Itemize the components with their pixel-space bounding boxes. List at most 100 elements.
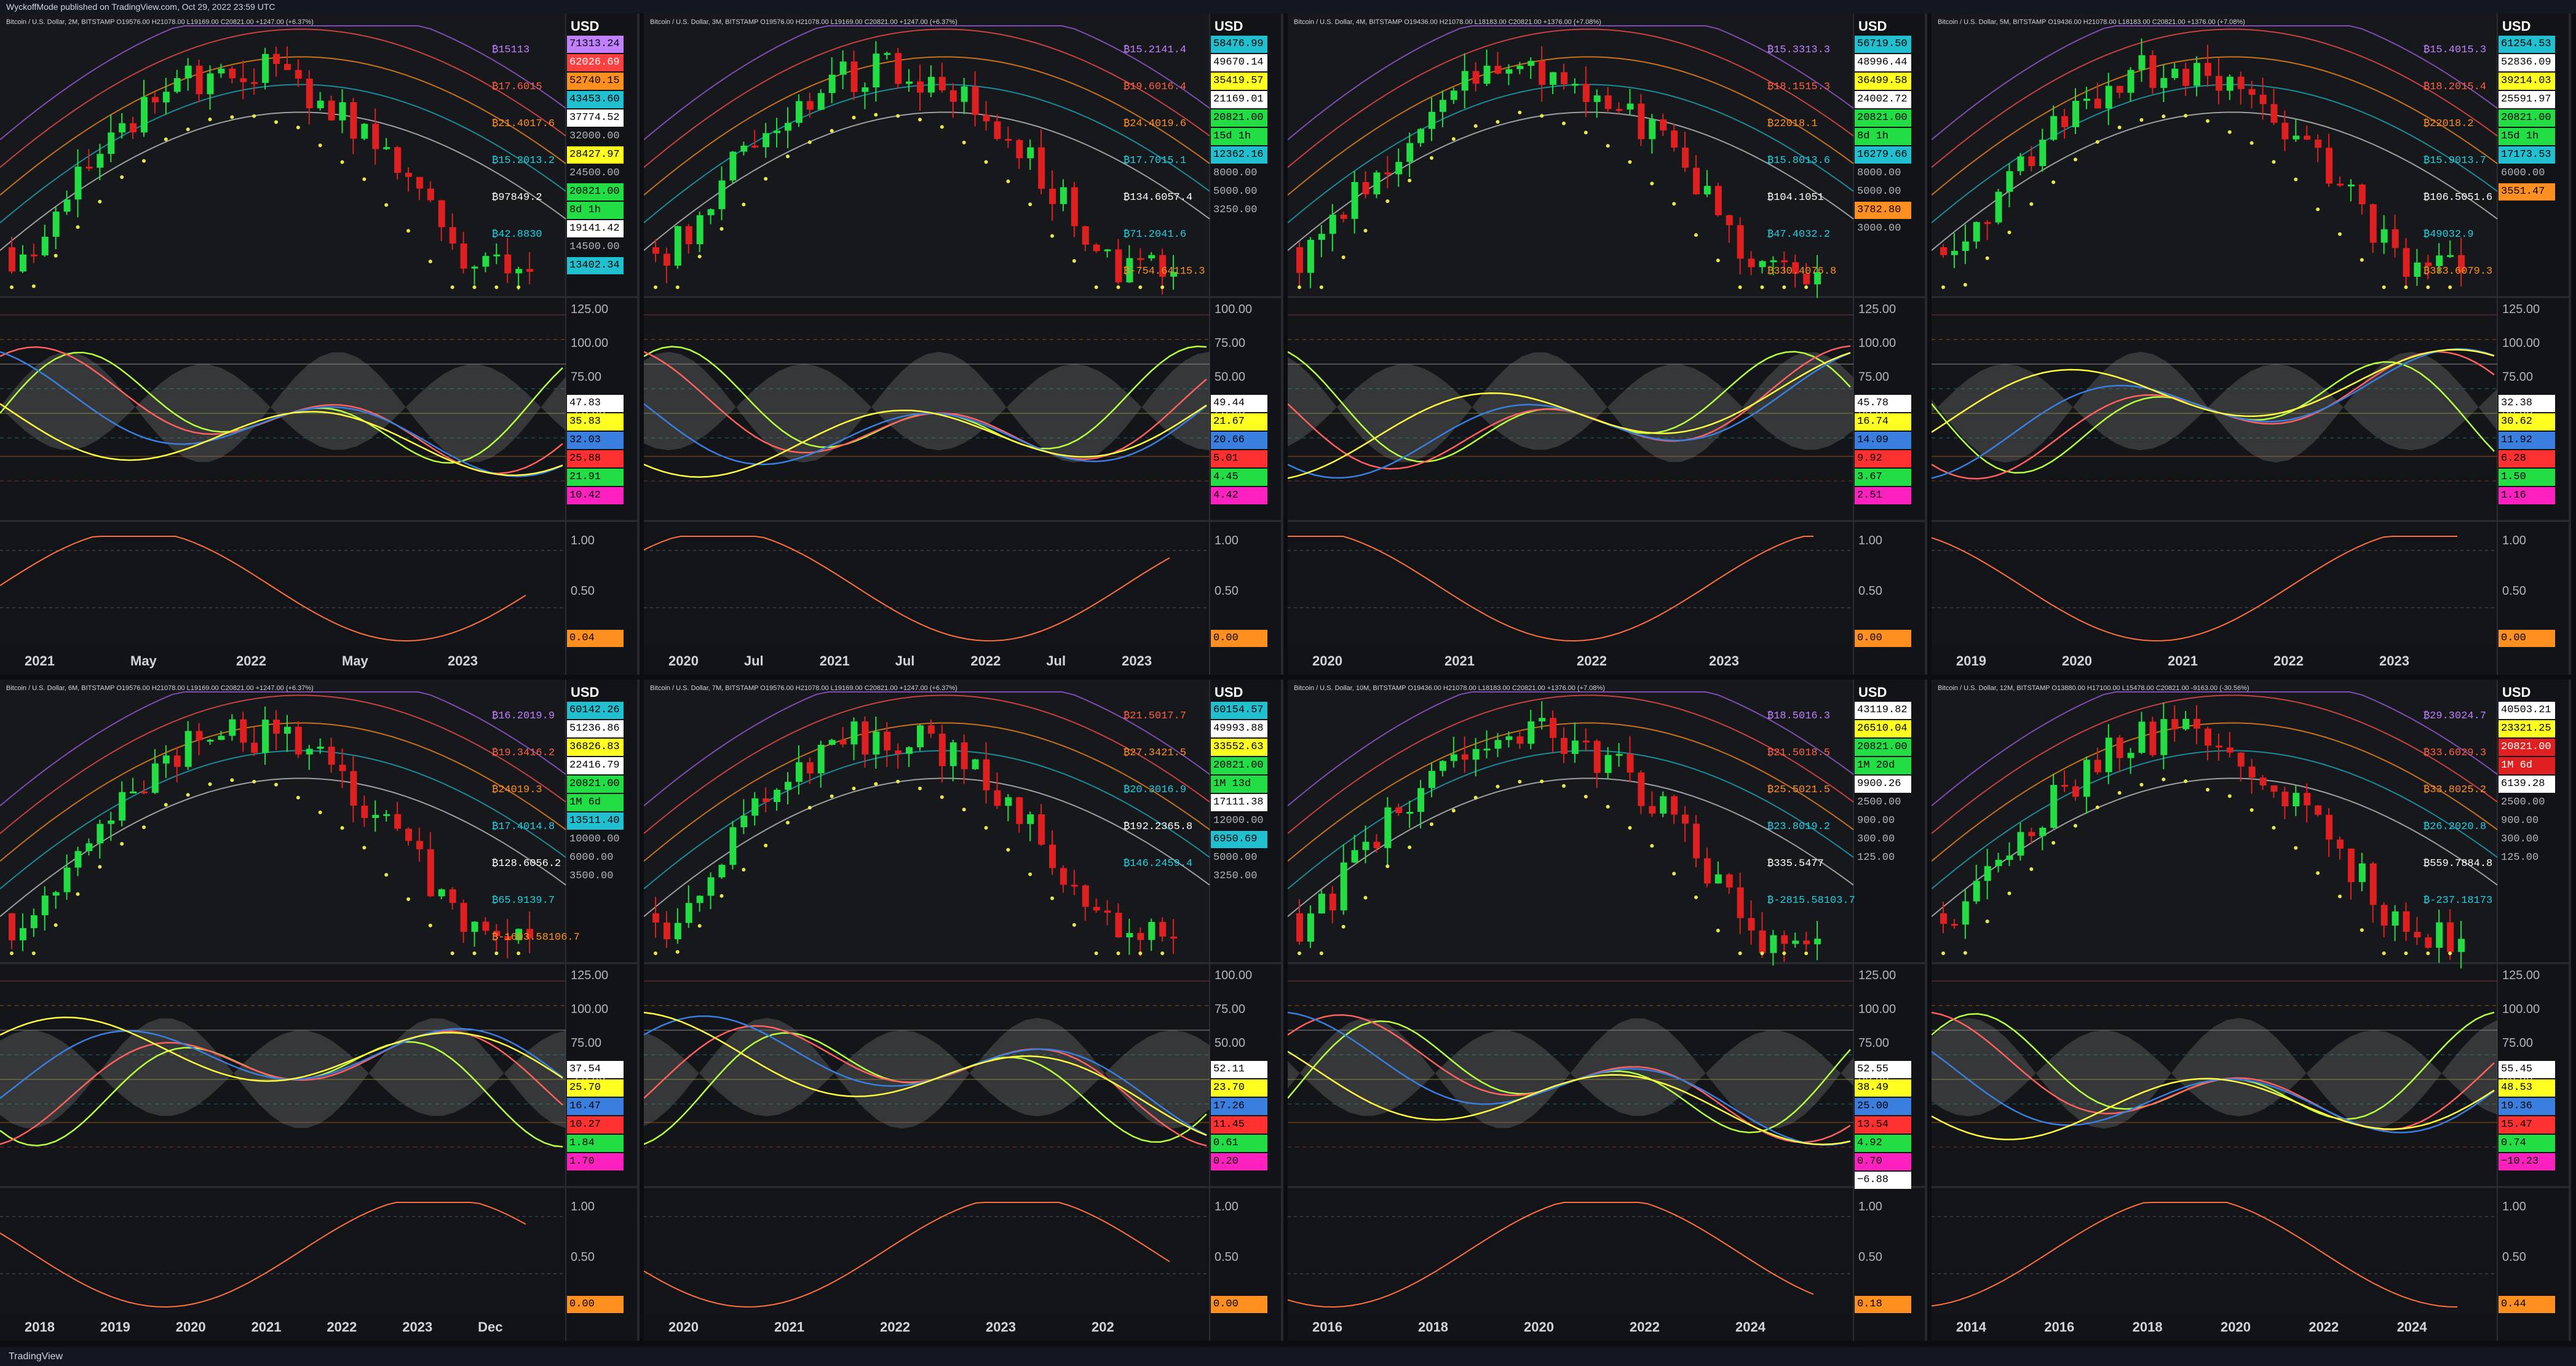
band-level-label: ₿21.5017.7 <box>1124 710 1187 722</box>
candle <box>1429 111 1435 129</box>
time-axis-tick: 2022 <box>327 1319 357 1335</box>
ma-dot <box>76 225 80 229</box>
candle <box>1296 913 1303 942</box>
ma-dot <box>1606 144 1610 148</box>
price-label: 900.00 <box>1857 815 1895 827</box>
time-axis-tick: 2021 <box>774 1319 804 1335</box>
ma-dot <box>1782 285 1786 289</box>
price-label: 20821.00 <box>1855 109 1911 127</box>
candle <box>1984 866 1991 881</box>
envelope-band <box>0 691 566 806</box>
band-level-label: ₿335.5477 <box>1767 858 1824 870</box>
oscillator-value: −6.88 <box>1855 1172 1911 1189</box>
oscillator-value: 4.45 <box>1211 469 1267 486</box>
ma-dot <box>1650 844 1654 848</box>
candle <box>493 931 501 937</box>
ma-dot <box>2184 114 2188 118</box>
candle <box>1071 884 1078 887</box>
candle <box>895 53 902 84</box>
ma-dot <box>2360 928 2364 932</box>
candle <box>972 86 979 115</box>
price-label: 5000.00 <box>1857 186 1901 197</box>
price-label: 25591.97 <box>2499 91 2555 108</box>
candle <box>1649 806 1656 814</box>
candle <box>663 922 670 940</box>
tradingview-footer: TradingView <box>0 1347 2576 1366</box>
candle <box>949 90 957 102</box>
envelope-band <box>0 84 566 223</box>
ma-dot <box>1116 285 1120 289</box>
candle <box>663 253 670 266</box>
price-label: 6950.69 <box>1211 831 1267 848</box>
candle <box>173 78 181 92</box>
ma-dot <box>852 116 856 120</box>
candle <box>2138 55 2146 70</box>
oscillator-value: 0.70 <box>1855 1153 1911 1170</box>
candle <box>493 254 501 256</box>
ma-dot <box>2382 285 2386 289</box>
candle <box>1962 901 1969 925</box>
chart-canvas <box>0 680 637 1341</box>
ma-dot <box>252 114 256 118</box>
volatility-band <box>1932 352 2497 463</box>
price-pane <box>1288 680 1853 963</box>
candle <box>1093 244 1100 252</box>
price-label: 33552.63 <box>1211 739 1267 756</box>
candle <box>2425 262 2432 266</box>
chart-panel: Bitcoin / U.S. Dollar, 4M, BITSTAMP O194… <box>1288 14 1927 675</box>
candle <box>1351 181 1358 219</box>
ma-dot <box>362 846 367 850</box>
time-axis-tick: 2020 <box>2221 1319 2251 1335</box>
candle <box>2116 737 2123 758</box>
candle <box>1737 225 1744 259</box>
ma-dot <box>2139 782 2144 787</box>
ma-dot <box>2051 180 2056 185</box>
candle <box>994 121 1001 139</box>
price-label: 8d 1h <box>1855 128 1911 145</box>
candle <box>262 54 269 83</box>
time-axis-tick: 2021 <box>25 653 55 669</box>
envelope-band <box>0 28 566 168</box>
ma-dot <box>186 793 190 797</box>
ma-dot <box>1738 951 1742 955</box>
price-label: 300.00 <box>1857 833 1895 845</box>
candle <box>2127 753 2134 758</box>
ma-dot <box>1760 951 1764 955</box>
oscillator-value: 0.74 <box>2499 1135 2555 1152</box>
price-label: 24500.00 <box>569 167 620 179</box>
candle <box>1550 718 1557 738</box>
currency-label: USD <box>1858 685 1887 700</box>
band-level-label: ₿15.2141.4 <box>1124 44 1187 56</box>
oscillator-value: 14.09 <box>1855 432 1911 449</box>
candle <box>2215 745 2222 748</box>
oscillator-axis-tick: 75.00 <box>2502 1036 2534 1050</box>
chart-title: Bitcoin / U.S. Dollar, 6M, BITSTAMP O195… <box>6 685 314 692</box>
ma-dot <box>807 806 812 810</box>
candle <box>1439 100 1446 112</box>
price-label: 1M 6d <box>567 794 624 811</box>
oscillator-value: 1.84 <box>567 1135 624 1152</box>
ma-dot <box>1408 845 1412 849</box>
candle <box>2326 148 2333 184</box>
candle <box>1406 143 1414 162</box>
candle <box>1384 172 1392 175</box>
candle <box>2414 932 2421 938</box>
candle <box>1660 119 1667 131</box>
price-label: 49993.88 <box>1211 720 1267 737</box>
band-level-label: ₿-2815.58103.7 <box>1767 895 1855 907</box>
ma-dot <box>764 843 768 848</box>
ma-dot <box>2206 119 2209 123</box>
oscillator-pane <box>1932 965 2497 1186</box>
envelope-band <box>644 84 1210 223</box>
candle <box>1505 69 1513 74</box>
time-axis-tick: 2020 <box>1312 653 1342 669</box>
price-label: 20821.00 <box>1211 757 1267 774</box>
candle <box>2094 98 2101 109</box>
oscillator-axis-tick: 100.00 <box>1858 336 1896 350</box>
candle <box>19 254 26 272</box>
candle <box>2226 747 2233 753</box>
candle <box>1027 814 1034 824</box>
ma-dot <box>10 951 14 955</box>
candle <box>2116 85 2123 93</box>
band-level-label: ₿23.8019.2 <box>1767 821 1831 833</box>
